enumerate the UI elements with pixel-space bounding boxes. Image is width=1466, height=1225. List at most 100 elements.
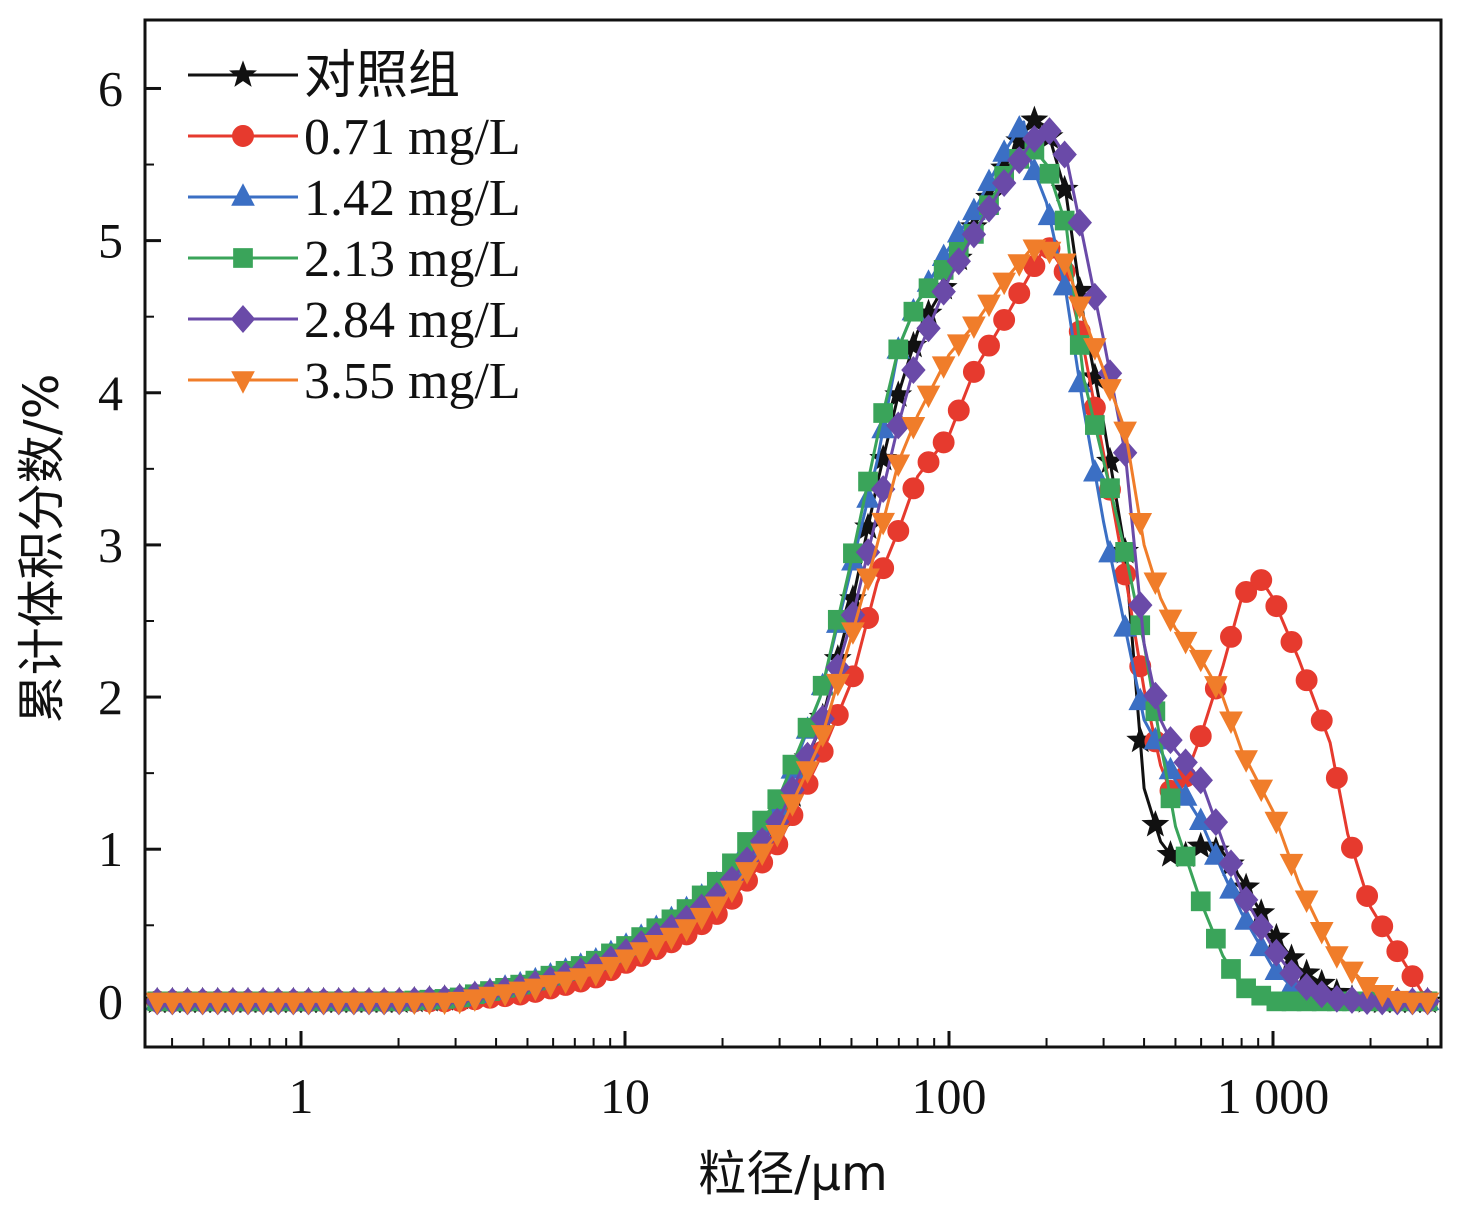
data-point bbox=[993, 308, 1016, 331]
legend-label: 对照组 bbox=[304, 48, 460, 105]
data-point bbox=[1083, 459, 1107, 482]
data-point bbox=[903, 301, 924, 322]
data-point bbox=[387, 992, 412, 1016]
data-point bbox=[190, 992, 215, 1016]
series-6 bbox=[145, 239, 1440, 1016]
data-point bbox=[614, 949, 638, 972]
data-point bbox=[1219, 876, 1243, 899]
data-point bbox=[1067, 296, 1092, 320]
data-point bbox=[1050, 174, 1079, 202]
data-point bbox=[976, 194, 1002, 223]
data-point bbox=[887, 520, 910, 542]
data-point bbox=[1341, 836, 1363, 859]
data-point bbox=[1325, 766, 1348, 789]
data-point bbox=[1310, 709, 1333, 732]
legend-entry: 2.84 mg/L bbox=[188, 292, 521, 349]
data-point bbox=[266, 992, 291, 1016]
data-point bbox=[886, 454, 911, 478]
legend-marker bbox=[231, 371, 255, 394]
legend-marker bbox=[229, 60, 257, 87]
data-point bbox=[205, 992, 230, 1016]
data-point bbox=[145, 992, 170, 1016]
data-point bbox=[1173, 748, 1198, 777]
x-tick-label: 1 bbox=[289, 1068, 314, 1124]
data-point bbox=[1052, 272, 1077, 296]
data-point bbox=[326, 992, 351, 1016]
data-point bbox=[478, 986, 502, 1010]
data-point bbox=[553, 971, 578, 995]
data-point bbox=[1340, 961, 1364, 985]
data-point bbox=[160, 992, 185, 1016]
legend-marker bbox=[230, 305, 256, 333]
data-point bbox=[689, 907, 714, 931]
data-point bbox=[1007, 146, 1032, 175]
data-point bbox=[977, 294, 1001, 318]
legend-entry: 3.55 mg/L bbox=[188, 353, 521, 410]
data-point bbox=[1143, 681, 1168, 710]
y-tick-label: 6 bbox=[98, 60, 123, 116]
data-point bbox=[1295, 669, 1318, 692]
data-point bbox=[962, 316, 986, 339]
data-point bbox=[493, 984, 517, 1007]
data-point bbox=[402, 992, 427, 1016]
data-point bbox=[1356, 885, 1379, 907]
data-point bbox=[1175, 846, 1196, 867]
data-point bbox=[1221, 959, 1241, 979]
data-point bbox=[1324, 984, 1350, 1013]
data-point bbox=[888, 339, 909, 360]
y-tick-label: 3 bbox=[98, 517, 123, 573]
legend-label: 3.55 mg/L bbox=[304, 353, 521, 410]
data-point bbox=[1325, 946, 1349, 969]
data-point bbox=[992, 272, 1016, 296]
data-point bbox=[1264, 938, 1289, 967]
data-point bbox=[825, 673, 850, 697]
legend-marker bbox=[233, 248, 253, 268]
legend-label: 1.42 mg/L bbox=[304, 170, 521, 227]
data-point bbox=[962, 360, 985, 383]
data-point bbox=[916, 385, 941, 409]
data-point bbox=[932, 431, 955, 454]
data-point bbox=[296, 992, 321, 1016]
data-point bbox=[1235, 581, 1258, 603]
y-tick-label: 4 bbox=[98, 365, 123, 421]
data-point bbox=[1037, 117, 1062, 146]
data-point bbox=[858, 471, 878, 492]
data-point bbox=[780, 794, 805, 817]
data-point bbox=[236, 992, 260, 1016]
data-point bbox=[311, 992, 336, 1016]
data-point bbox=[1401, 965, 1424, 988]
data-point bbox=[1204, 842, 1228, 865]
data-point bbox=[1141, 810, 1170, 837]
data-point bbox=[417, 992, 442, 1016]
data-point bbox=[871, 512, 895, 536]
data-point bbox=[221, 992, 245, 1016]
data-point bbox=[947, 399, 970, 422]
data-point bbox=[674, 919, 699, 942]
data-point bbox=[523, 978, 548, 1002]
data-point bbox=[1008, 282, 1031, 305]
data-point bbox=[946, 334, 971, 357]
data-point bbox=[841, 622, 865, 645]
data-point bbox=[735, 862, 759, 885]
data-point bbox=[1279, 959, 1304, 988]
x-tick-label: 10 bbox=[600, 1068, 650, 1124]
data-point bbox=[659, 927, 684, 951]
data-point bbox=[568, 968, 593, 991]
data-point bbox=[1082, 282, 1108, 311]
data-point bbox=[538, 975, 563, 998]
x-axis-ticks: 1 10 100 1 000 bbox=[171, 1031, 1429, 1124]
y-axis-title: 累计体积分数/% bbox=[14, 374, 70, 724]
data-point bbox=[1339, 986, 1365, 1014]
data-point bbox=[1158, 726, 1183, 755]
data-point bbox=[1250, 569, 1273, 591]
data-point bbox=[1370, 984, 1395, 1008]
legend-entry: 1.42 mg/L bbox=[188, 170, 521, 227]
legend-label: 0.71 mg/L bbox=[304, 109, 521, 166]
data-point bbox=[1113, 421, 1137, 445]
data-point bbox=[432, 992, 457, 1016]
data-point bbox=[917, 451, 940, 474]
plot-frame bbox=[143, 18, 1443, 1049]
data-point bbox=[175, 992, 200, 1016]
